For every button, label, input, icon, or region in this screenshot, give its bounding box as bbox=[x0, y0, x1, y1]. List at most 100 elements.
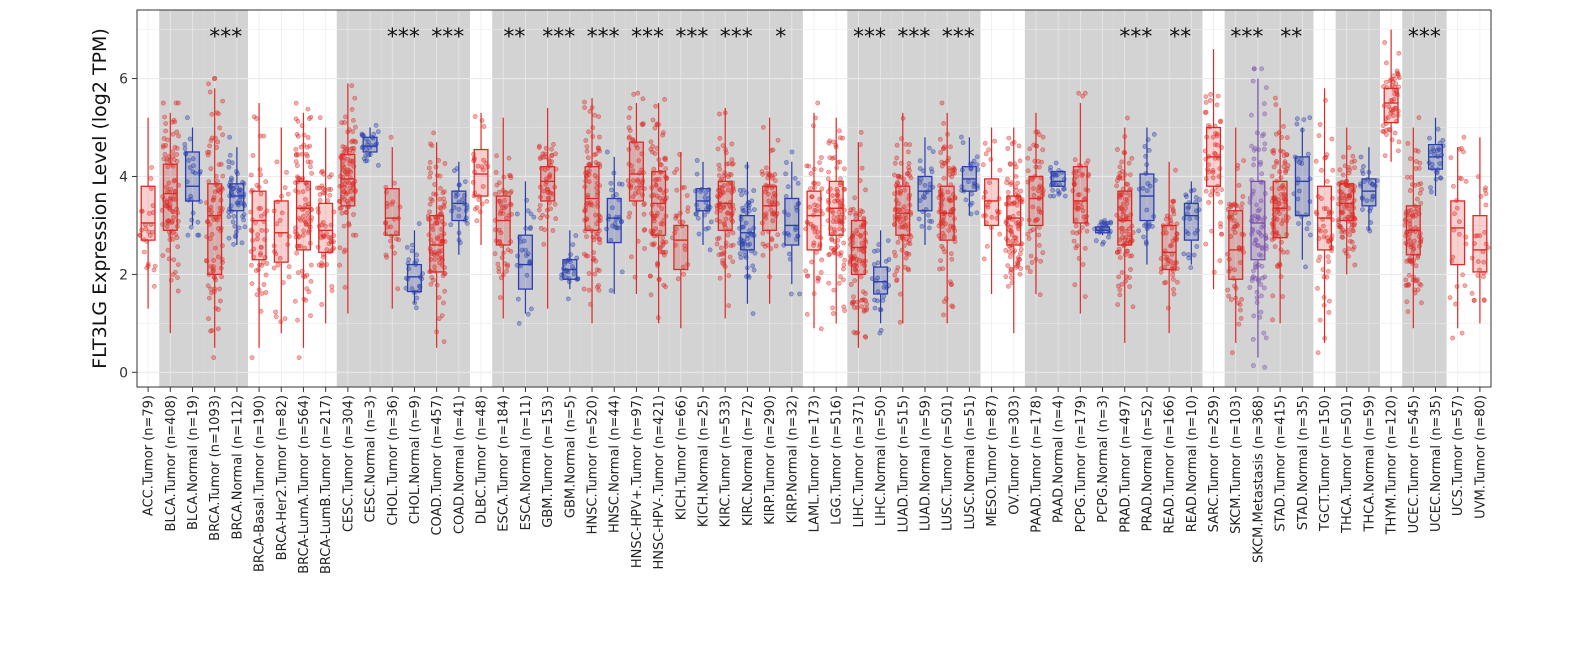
data-point bbox=[809, 194, 815, 200]
data-point bbox=[1117, 255, 1123, 261]
data-point bbox=[209, 231, 215, 237]
data-point bbox=[390, 199, 396, 205]
data-point bbox=[926, 225, 932, 231]
data-point bbox=[1340, 172, 1346, 178]
data-point bbox=[1203, 100, 1209, 105]
data-point bbox=[675, 276, 681, 282]
data-point bbox=[896, 173, 902, 179]
data-point bbox=[1005, 263, 1011, 268]
data-point bbox=[1254, 130, 1260, 136]
box-OV.Tumor bbox=[1006, 127, 1022, 334]
data-point bbox=[232, 223, 238, 229]
data-point bbox=[1414, 206, 1420, 212]
data-point bbox=[1226, 293, 1232, 299]
data-point bbox=[1325, 254, 1331, 259]
data-point bbox=[729, 161, 735, 167]
data-point bbox=[1251, 162, 1256, 168]
data-point bbox=[431, 191, 436, 197]
shaded-band bbox=[1224, 10, 1270, 387]
data-point bbox=[583, 138, 589, 143]
data-point bbox=[658, 244, 664, 250]
data-point bbox=[1415, 255, 1421, 261]
box-UCEC.Normal bbox=[1427, 117, 1444, 197]
box-iqr bbox=[984, 178, 1000, 227]
data-point bbox=[227, 152, 233, 158]
data-point bbox=[1251, 156, 1257, 162]
data-point bbox=[1274, 160, 1280, 166]
data-point bbox=[264, 261, 270, 266]
data-point bbox=[1349, 224, 1354, 230]
box-PAAD.Normal bbox=[1050, 170, 1066, 187]
x-tick-label: PCPG.Tumor (n=179) bbox=[1074, 395, 1089, 532]
data-point bbox=[317, 197, 323, 203]
data-point bbox=[1108, 219, 1113, 225]
box-PRAD.Normal bbox=[1139, 127, 1155, 265]
data-point bbox=[893, 253, 898, 259]
data-point bbox=[1350, 222, 1355, 227]
data-point bbox=[743, 220, 749, 226]
data-point bbox=[1256, 278, 1261, 284]
y-axis-title: FLT3LG Expression Level (log2 TPM) bbox=[89, 28, 111, 369]
data-point bbox=[987, 180, 992, 185]
data-point bbox=[945, 189, 951, 195]
x-tick-label: HNSC-HPV+.Tumor (n=97) bbox=[630, 395, 645, 568]
data-point bbox=[259, 227, 265, 233]
data-point bbox=[1129, 155, 1135, 161]
data-point bbox=[432, 264, 438, 270]
data-point bbox=[496, 269, 502, 275]
data-point bbox=[1197, 197, 1202, 203]
data-point bbox=[1270, 293, 1276, 299]
data-point bbox=[1213, 188, 1219, 193]
data-point bbox=[305, 159, 311, 165]
data-point bbox=[724, 210, 730, 216]
data-point bbox=[496, 238, 502, 244]
significance-label: *** bbox=[720, 25, 753, 50]
data-point bbox=[1018, 266, 1024, 271]
data-point bbox=[1264, 85, 1269, 90]
data-point bbox=[1128, 267, 1133, 272]
data-point bbox=[1141, 234, 1146, 240]
data-point bbox=[496, 180, 502, 186]
data-point bbox=[1081, 214, 1087, 220]
data-point bbox=[1073, 223, 1079, 229]
data-point bbox=[428, 196, 434, 202]
data-point bbox=[1294, 116, 1300, 122]
boxes bbox=[140, 29, 1488, 358]
data-point bbox=[596, 268, 602, 273]
data-point bbox=[344, 199, 350, 204]
box-iqr bbox=[762, 185, 778, 231]
data-point bbox=[1304, 226, 1310, 232]
data-point bbox=[741, 187, 746, 193]
data-point bbox=[363, 158, 368, 164]
data-point bbox=[1011, 200, 1017, 206]
data-point bbox=[172, 144, 178, 150]
data-point bbox=[1321, 223, 1326, 229]
data-point bbox=[427, 201, 433, 207]
data-point bbox=[947, 198, 953, 204]
data-point bbox=[1419, 186, 1424, 192]
data-point bbox=[626, 125, 632, 131]
data-point bbox=[167, 196, 173, 202]
data-point bbox=[788, 291, 794, 297]
data-point bbox=[903, 255, 909, 261]
data-point bbox=[1232, 230, 1238, 235]
data-point bbox=[855, 231, 860, 237]
box-UCEC.Tumor bbox=[1405, 127, 1421, 329]
x-tick-label: BRCA.Tumor (n=1093) bbox=[208, 395, 223, 541]
box-iqr bbox=[140, 185, 156, 241]
data-point bbox=[190, 156, 196, 162]
data-point bbox=[1116, 283, 1121, 289]
data-point bbox=[279, 210, 285, 216]
data-point bbox=[1188, 265, 1194, 271]
data-point bbox=[581, 286, 587, 292]
data-point bbox=[1230, 202, 1236, 208]
data-point bbox=[740, 205, 745, 211]
data-point bbox=[651, 166, 657, 172]
data-point bbox=[351, 145, 357, 151]
box-iqr bbox=[1139, 173, 1155, 222]
data-point bbox=[674, 187, 680, 193]
data-point bbox=[585, 253, 591, 259]
data-point bbox=[657, 187, 663, 193]
data-point bbox=[215, 188, 221, 193]
data-point bbox=[723, 216, 729, 222]
